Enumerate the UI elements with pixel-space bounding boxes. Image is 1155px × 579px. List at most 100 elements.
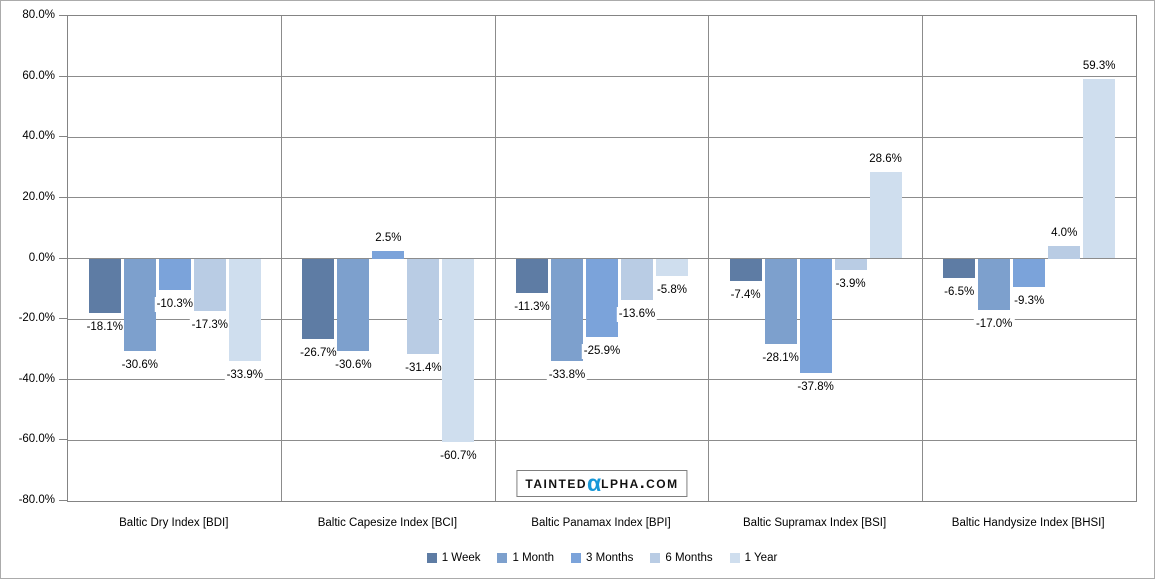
data-label: -30.6% [333, 358, 374, 374]
data-label: 59.3% [1080, 58, 1118, 74]
y-tick-mark [59, 136, 67, 138]
data-label: -10.3% [154, 296, 196, 312]
bar-1week-1 [88, 258, 121, 314]
bar-6months-1 [193, 258, 226, 311]
data-label: -37.8% [795, 380, 836, 396]
y-tick-label: 20.0% [22, 190, 55, 203]
gridline-40.0% [68, 136, 1136, 138]
bar-3months-3 [586, 258, 618, 337]
watermark-prefix: Tainted [525, 473, 588, 492]
legend-label: 3 Months [586, 552, 634, 564]
legend-swatch [426, 553, 437, 563]
y-tick-mark [59, 500, 67, 501]
category-axis: Baltic Dry Index [BDI] Baltic Capesize In… [67, 514, 1137, 532]
category-label: Baltic Capesize Index [BCI] [317, 517, 458, 529]
gridline-60.0% [68, 76, 1136, 78]
bar-3months-1 [158, 258, 191, 290]
y-tick-mark [59, 318, 67, 320]
plot-area: Taintedαlpha.com -18.1% -26.7% -11.3% -7.4%… [67, 15, 1137, 502]
y-tick-label: 60.0% [22, 69, 55, 82]
gridline--60.0% [68, 439, 1136, 441]
legend-label: 1 Year [744, 552, 778, 564]
data-label: -28.1% [760, 350, 801, 366]
watermark-taintedalpha-logo: Taintedαlpha.com [525, 472, 678, 495]
data-label: -17.0% [973, 317, 1015, 333]
bar-1month-3 [551, 258, 583, 361]
panel-divider [281, 16, 283, 501]
bar-1month-4 [764, 258, 797, 344]
y-tick-mark [59, 15, 67, 16]
legend-swatch [729, 553, 740, 563]
bar-6months-3 [621, 258, 653, 300]
legend-swatch [497, 553, 508, 563]
category-label: Baltic Handysize Index [BHSI] [951, 517, 1105, 529]
data-label: -5.8% [654, 283, 690, 299]
y-tick-label: -80.0% [18, 494, 55, 506]
bar-1year-3 [656, 258, 688, 277]
panel-divider [921, 16, 923, 501]
data-label: -33.8% [546, 367, 588, 383]
y-tick-mark [59, 439, 67, 441]
legend-item-1-week: 1 Week [426, 552, 481, 564]
gridline-20.0% [68, 197, 1136, 199]
gridline--40.0% [68, 379, 1136, 381]
y-tick-label: -40.0% [18, 372, 55, 385]
data-label: -60.7% [438, 449, 479, 465]
watermark-box: Taintedαlpha.com [516, 470, 688, 497]
y-tick-mark [59, 75, 67, 77]
y-tick-label: 40.0% [22, 130, 55, 143]
data-label: -7.4% [728, 287, 763, 303]
data-label: -26.7% [298, 346, 339, 362]
bar-3months-5 [1013, 258, 1046, 287]
bar-1week-5 [943, 258, 976, 279]
bar-1year-2 [442, 258, 475, 443]
legend-item-1-year: 1 Year [729, 552, 778, 564]
data-label: -18.1% [84, 320, 126, 336]
category-label: Baltic Supramax Index [BSI] [743, 517, 887, 529]
bar-3months-4 [799, 258, 832, 374]
legend-swatch [650, 553, 661, 563]
legend-swatch [571, 553, 582, 563]
legend-item-6-months: 6 Months [650, 552, 713, 564]
y-tick-label: 0.0% [28, 251, 55, 264]
panel-divider [494, 16, 496, 501]
y-tick-mark [59, 257, 67, 259]
data-label: 2.5% [373, 230, 404, 246]
bar-1year-5 [1083, 78, 1116, 259]
bar-1week-4 [729, 258, 762, 281]
bar-1year-1 [228, 258, 261, 362]
y-tick-label: 80.0% [22, 9, 55, 21]
y-tick-label: -20.0% [18, 312, 55, 325]
bar-6months-4 [834, 258, 867, 271]
bar-6months-2 [407, 258, 440, 354]
bar-1month-5 [978, 258, 1011, 311]
data-label: -31.4% [403, 360, 444, 376]
bar-6months-5 [1048, 246, 1081, 259]
y-tick-mark [59, 196, 67, 198]
bar-3months-2 [372, 250, 405, 259]
bar-1month-1 [123, 258, 156, 352]
y-tick-mark [59, 378, 67, 380]
data-label: -13.6% [616, 306, 658, 322]
data-label: -3.9% [833, 277, 868, 293]
alpha-glyph: α [587, 470, 602, 496]
legend-item-1-month: 1 Month [497, 552, 554, 564]
legend-label: 6 Months [665, 552, 713, 564]
bar-1week-2 [302, 258, 335, 340]
panel-divider [708, 16, 710, 501]
bar-1month-2 [337, 258, 370, 352]
bar-1week-3 [516, 258, 548, 293]
data-label: 28.6% [867, 151, 904, 167]
data-label: -6.5% [942, 285, 977, 301]
data-label: -30.6% [119, 358, 161, 374]
legend: 1 Week 1 Month 3 Months 6 Months 1 Year [67, 549, 1137, 567]
category-label: Baltic Panamax Index [BPI] [531, 517, 671, 529]
category-label: Baltic Dry Index [BDI] [119, 517, 229, 529]
legend-label: 1 Month [512, 552, 555, 564]
bar-1year-4 [869, 171, 902, 259]
legend-item-3-months: 3 Months [571, 552, 633, 564]
data-label: 4.0% [1049, 226, 1080, 242]
data-label: -9.3% [1012, 293, 1047, 309]
legend-label: 1 Week [441, 552, 481, 564]
